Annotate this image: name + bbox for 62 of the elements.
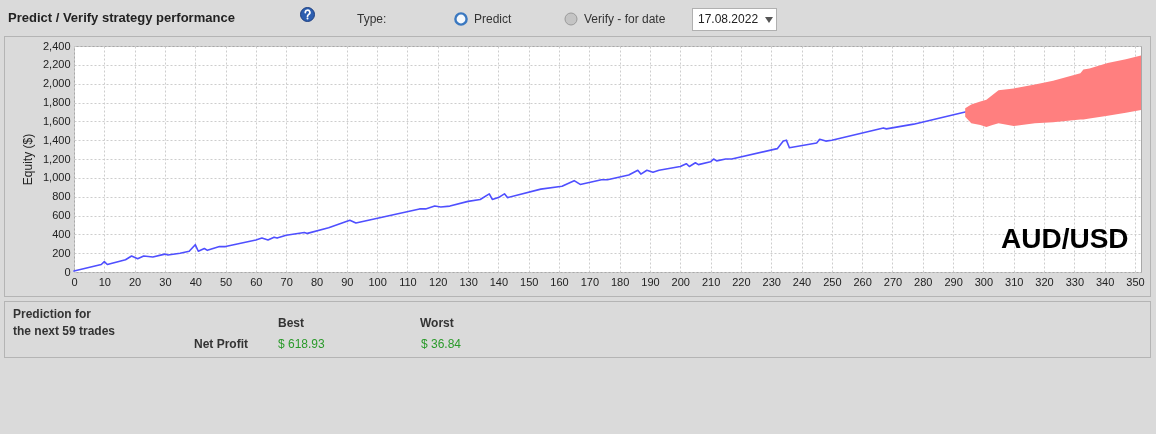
text: Worst — [420, 315, 454, 331]
y-tick-label: 1,600 — [42, 114, 71, 127]
x-tick-label: 10 — [98, 275, 111, 288]
y-tick-label: 1,400 — [42, 133, 71, 146]
x-tick-label: 310 — [1005, 275, 1024, 288]
y-axis-title: Equity ($) — [20, 133, 35, 186]
x-tick-label: 320 — [1035, 275, 1054, 288]
x-tick-label: 190 — [641, 275, 660, 288]
x-tick-label: 300 — [974, 275, 994, 288]
y-tick-label: 600 — [52, 209, 71, 221]
x-tick-label: 350 — [1126, 275, 1145, 288]
chart-title: Predict / Verify strategy performance — [8, 10, 235, 26]
text: Type: — [357, 11, 387, 27]
x-tick-label: 80 — [310, 275, 324, 288]
text: Best — [278, 315, 305, 331]
text: Net Profit — [194, 336, 248, 352]
x-tick-label: 250 — [823, 275, 842, 288]
x-tick-label: 340 — [1095, 275, 1115, 288]
x-tick-label: 230 — [762, 275, 781, 288]
x-tick-label: 170 — [580, 275, 599, 288]
x-tick-label: 40 — [189, 275, 202, 288]
y-tick-label: 2,400 — [42, 39, 71, 52]
y-tick-label: 2,000 — [42, 77, 71, 90]
text: Predict — [474, 11, 512, 27]
annotation: AUD/USD — [1001, 222, 1129, 256]
x-tick-label: 90 — [341, 275, 354, 288]
x-tick-label: 240 — [792, 275, 812, 288]
x-tick-label: 20 — [129, 275, 142, 288]
y-tick-label: 1,200 — [42, 152, 71, 165]
text: Verify - for date — [584, 11, 666, 27]
x-tick-label: 150 — [520, 275, 539, 288]
x-tick-label: 280 — [914, 275, 933, 288]
x-tick-label: 220 — [732, 275, 751, 288]
x-tick-label: 160 — [550, 275, 569, 288]
x-tick-label: 30 — [159, 275, 172, 288]
x-tick-label: 120 — [429, 275, 448, 288]
x-tick-label: 330 — [1065, 275, 1084, 288]
x-tick-label: 110 — [399, 275, 417, 288]
x-tick-label: 260 — [853, 275, 872, 288]
text: Prediction for the next 59 trades — [13, 306, 116, 340]
text: $ 618.93 — [278, 336, 325, 352]
x-tick-label: 270 — [883, 275, 903, 288]
x-tick-label: 290 — [944, 275, 963, 288]
x-tick-label: 180 — [610, 275, 630, 288]
x-tick-label: 200 — [671, 275, 690, 288]
date-field: 17.08.2022 — [692, 8, 777, 31]
x-tick-label: 100 — [368, 275, 387, 288]
y-tick-label: 1,800 — [42, 96, 71, 108]
x-tick-label: 130 — [459, 275, 478, 288]
x-tick-label: 210 — [701, 275, 721, 288]
text: $ 36.84 — [421, 336, 462, 352]
x-tick-label: 50 — [219, 275, 233, 288]
y-tick-label: 200 — [52, 246, 71, 259]
y-tick-label: 800 — [52, 190, 71, 203]
y-tick-label: 1,000 — [42, 171, 71, 184]
x-tick-label: 60 — [250, 275, 263, 288]
y-tick-label: 400 — [52, 227, 71, 240]
y-tick-label: 0 — [64, 265, 71, 278]
y-tick-label: 2,200 — [42, 58, 71, 71]
x-tick-label: 140 — [489, 275, 509, 288]
line-series — [73, 111, 966, 272]
x-tick-label: 70 — [280, 275, 293, 288]
